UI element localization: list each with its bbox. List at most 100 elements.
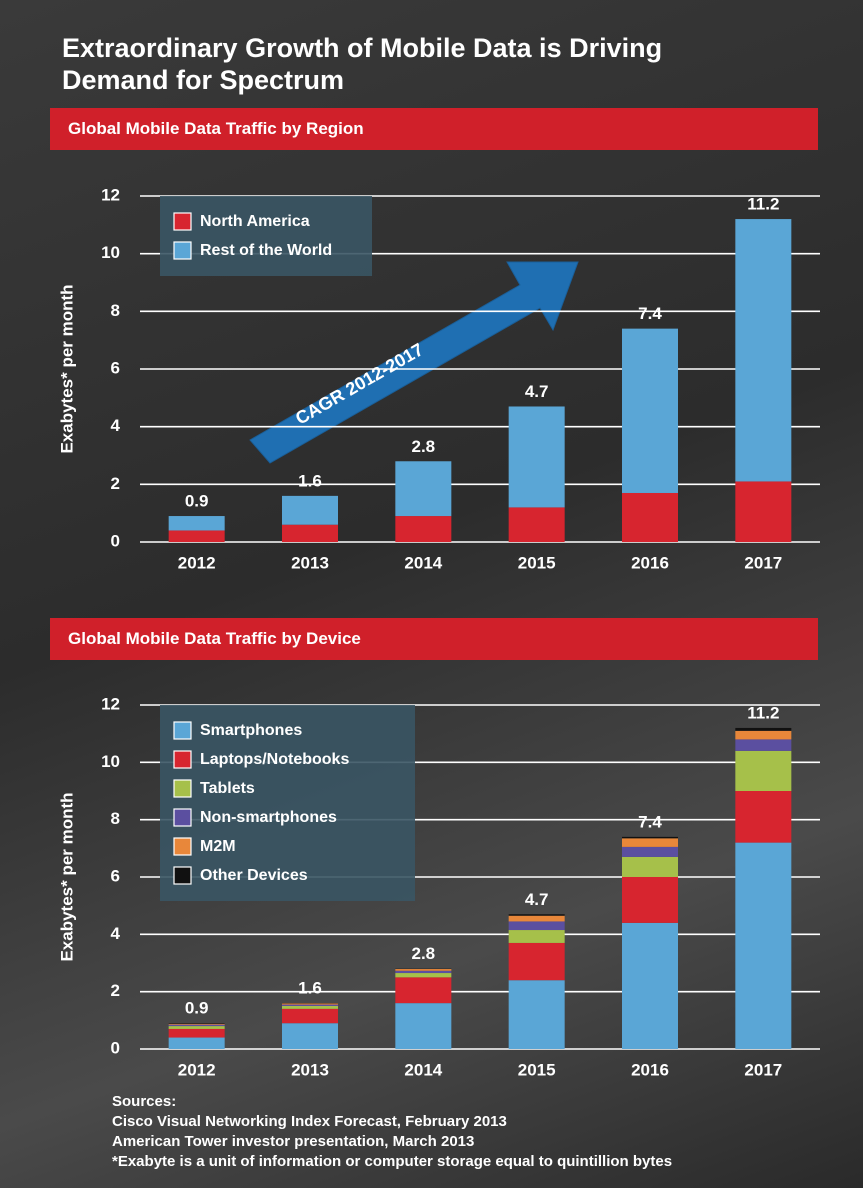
total-label: 1.6 bbox=[298, 979, 322, 998]
total-label: 11.2 bbox=[747, 195, 779, 214]
legend-swatch bbox=[173, 837, 192, 856]
total-label: 0.9 bbox=[185, 999, 209, 1018]
bar-segment bbox=[508, 406, 565, 508]
legend-swatch bbox=[173, 721, 192, 740]
y-tick-label: 10 bbox=[101, 243, 120, 262]
legend-label: Non-smartphones bbox=[200, 809, 337, 826]
bar-segment bbox=[282, 524, 338, 542]
sources-heading: Sources: bbox=[112, 1093, 177, 1110]
y-axis-label: Exabytes* per month bbox=[57, 792, 76, 961]
bar-segment bbox=[168, 1026, 225, 1029]
bar-segment bbox=[508, 930, 565, 943]
bar-segment bbox=[168, 1023, 225, 1025]
x-tick-label: 2015 bbox=[518, 1060, 556, 1079]
y-tick-label: 0 bbox=[111, 1038, 120, 1057]
legend-swatch bbox=[173, 866, 192, 885]
legend-swatch bbox=[173, 779, 192, 798]
total-label: 2.8 bbox=[412, 944, 436, 963]
legend-swatch bbox=[173, 241, 192, 260]
bar-segment bbox=[735, 750, 792, 791]
x-tick-label: 2014 bbox=[404, 1060, 442, 1079]
bar-segment bbox=[508, 942, 565, 981]
x-tick-label: 2013 bbox=[291, 1060, 329, 1079]
legend-box bbox=[160, 705, 415, 901]
total-label: 11.2 bbox=[747, 703, 779, 722]
bar-segment bbox=[282, 1004, 338, 1006]
x-tick-label: 2013 bbox=[291, 553, 329, 572]
legend-label: M2M bbox=[200, 838, 236, 855]
bar-segment bbox=[168, 1028, 225, 1038]
bar-segment bbox=[508, 507, 565, 542]
bar-segment bbox=[168, 1023, 225, 1024]
bar-segment bbox=[282, 1006, 338, 1009]
y-tick-label: 6 bbox=[111, 866, 120, 885]
sources: Sources: Cisco Visual Networking Index F… bbox=[112, 1092, 672, 1172]
bar-segment bbox=[508, 915, 565, 922]
total-label: 4.7 bbox=[525, 382, 549, 401]
y-tick-label: 6 bbox=[111, 358, 120, 377]
y-tick-label: 10 bbox=[101, 752, 120, 771]
total-label: 7.4 bbox=[638, 304, 662, 323]
y-tick-label: 0 bbox=[111, 531, 120, 550]
bar-segment bbox=[395, 973, 452, 978]
y-tick-label: 12 bbox=[101, 694, 120, 713]
bar-segment bbox=[735, 730, 792, 740]
y-tick-label: 4 bbox=[111, 416, 121, 435]
legend-label: Tablets bbox=[200, 780, 255, 797]
legend-label: North America bbox=[200, 213, 310, 230]
bar-segment bbox=[168, 1037, 225, 1049]
bar-segment bbox=[735, 727, 792, 731]
bar-segment bbox=[622, 328, 678, 493]
legend-box bbox=[160, 196, 372, 276]
legend-label: Rest of the World bbox=[200, 242, 332, 259]
source-line: American Tower investor presentation, Ma… bbox=[112, 1133, 475, 1150]
y-tick-label: 8 bbox=[111, 301, 120, 320]
bar-segment bbox=[282, 495, 338, 525]
y-tick-label: 12 bbox=[101, 185, 120, 204]
bar-segment bbox=[508, 914, 565, 916]
bar-segment bbox=[168, 516, 225, 531]
bar-segment bbox=[168, 530, 225, 542]
legend-swatch bbox=[173, 750, 192, 769]
chart-title: Global Mobile Data Traffic by Region bbox=[50, 108, 818, 150]
bar-segment bbox=[735, 219, 792, 482]
x-tick-label: 2017 bbox=[744, 1060, 782, 1079]
legend-label: Laptops/Notebooks bbox=[200, 751, 349, 768]
total-label: 0.9 bbox=[185, 492, 209, 511]
legend-swatch bbox=[173, 212, 192, 231]
x-tick-label: 2016 bbox=[631, 1060, 669, 1079]
x-tick-label: 2017 bbox=[744, 553, 782, 572]
y-tick-label: 2 bbox=[111, 474, 120, 493]
bar-segment bbox=[622, 922, 678, 1049]
cagr-arrow bbox=[249, 261, 579, 464]
x-tick-label: 2014 bbox=[404, 553, 442, 572]
y-tick-label: 4 bbox=[111, 924, 121, 943]
bar-segment bbox=[395, 516, 452, 542]
bar-segment bbox=[735, 739, 792, 751]
source-line: *Exabyte is a unit of information or com… bbox=[112, 1153, 673, 1170]
bar-segment bbox=[282, 1003, 338, 1005]
bar-segment bbox=[395, 977, 452, 1004]
y-tick-label: 2 bbox=[111, 981, 120, 1000]
bar-segment bbox=[622, 877, 678, 923]
legend-label: Other Devices bbox=[200, 867, 308, 884]
total-label: 4.7 bbox=[525, 890, 549, 909]
bar-segment bbox=[395, 970, 452, 974]
bar-segment bbox=[282, 1008, 338, 1024]
bar-segment bbox=[735, 791, 792, 843]
bar-segment bbox=[735, 481, 792, 542]
y-axis-label: Exabytes* per month bbox=[57, 284, 76, 453]
total-label: 2.8 bbox=[412, 437, 436, 456]
source-line: Cisco Visual Networking Index Forecast, … bbox=[112, 1113, 507, 1130]
legend-label: Smartphones bbox=[200, 722, 302, 739]
bar-segment bbox=[508, 980, 565, 1049]
x-tick-label: 2015 bbox=[518, 553, 556, 572]
bar-segment bbox=[735, 842, 792, 1049]
bar-segment bbox=[622, 846, 678, 857]
chart-title: Global Mobile Data Traffic by Device bbox=[50, 618, 818, 660]
page-title: Extraordinary Growth of Mobile Data is D… bbox=[62, 33, 663, 95]
arrow-shape bbox=[249, 261, 579, 464]
bar-segment bbox=[395, 969, 452, 971]
